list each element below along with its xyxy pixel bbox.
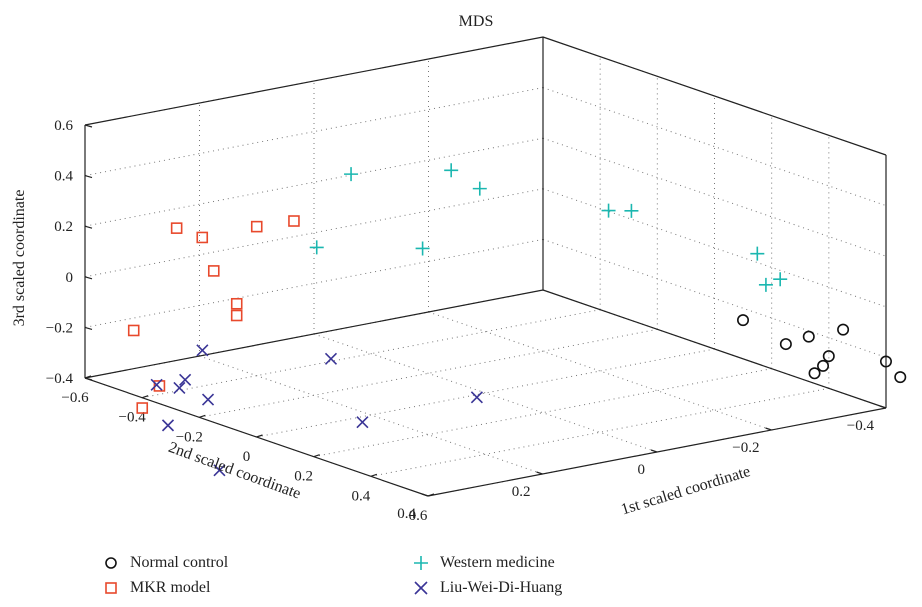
floor-gridline [428,311,772,431]
grid-layer [84,36,887,497]
y-tick-label: −0.2 [732,440,759,456]
circle-marker [894,371,907,384]
x-tick-mark [370,473,378,477]
floor-gridline [256,348,715,438]
back-wall-gridline [542,188,887,308]
square-marker [230,309,243,322]
chart-title: MDS [459,13,494,30]
square-marker [230,297,243,310]
circle-marker [837,323,850,336]
back-wall-gridline [542,137,887,257]
left-wall-gridline [84,87,544,177]
y-tick-mark [765,427,772,431]
circle-marker [808,367,821,380]
y-axis-label: 2nd scaled coordinate [166,439,303,503]
x-marker [150,378,163,391]
tick-layer: −0.6−0.4−0.200.20.40.60.40.20−0.2−0.4−0.… [46,118,887,524]
square-marker [196,231,209,244]
x-marker [324,352,338,365]
circle-marker [822,350,835,363]
z-tick-mark [84,326,93,330]
x-tick-label: 0.6 [409,508,428,524]
z-tick-label: −0.4 [46,371,74,387]
square-marker [136,402,149,414]
y-tick-mark [536,471,543,475]
plus-marker [773,272,788,287]
x-tick-mark [141,395,149,399]
x-marker [356,416,369,429]
x-tick-mark [256,434,263,438]
circle-marker [802,330,815,343]
data-points [127,163,907,477]
box-edge [542,289,887,409]
z-tick-mark [84,225,93,229]
plus-marker [415,241,430,256]
x-tick-label: 0 [243,449,251,465]
x-marker [201,393,215,406]
plus-marker [344,167,359,182]
z-tick-mark [84,276,93,280]
plus-marker [758,277,773,292]
floor-gridline [199,355,543,475]
circle-marker [817,359,830,372]
floor-gridline [313,333,658,453]
circle-marker [879,355,892,368]
square-marker [250,220,263,233]
axes-box [84,36,887,497]
x-tick-label: −0.6 [61,390,89,406]
x-tick-mark [427,493,435,497]
y-tick-mark [879,405,887,409]
box-edge [542,36,887,156]
x-marker [173,381,186,394]
plus-marker [624,203,639,218]
square-marker [207,265,220,277]
back-wall-gridline [542,238,887,358]
back-wall-gridline [542,87,887,207]
z-tick-label: −0.2 [46,320,73,336]
x-tick-label: 0.2 [294,469,313,485]
y-tick-label: 0 [638,462,646,478]
square-marker [127,324,140,337]
z-axis-label: 3rd scaled coordinate [11,190,28,327]
circle-marker [779,338,792,351]
box-edge [84,289,544,379]
y-tick-mark [421,493,429,497]
x-tick-mark [313,454,320,458]
x-tick-mark [199,414,206,418]
z-tick-label: 0.2 [54,219,73,235]
circle-marker [737,314,750,327]
x-tick-label: −0.4 [119,410,147,426]
plus-marker [750,246,765,261]
z-tick-label: 0.6 [54,118,73,134]
z-tick-mark [84,124,93,128]
y-tick-label: 0.2 [512,484,531,500]
x-marker [470,391,483,404]
z-tick-label: 0 [66,270,74,286]
x-marker [213,464,226,477]
y-tick-label: 0.4 [397,506,416,522]
plus-marker [444,163,459,178]
x-tick-label: 0.4 [351,488,370,504]
square-marker [288,215,300,227]
x-marker [161,419,175,432]
x-tick-label: −0.2 [176,429,203,445]
y-tick-label: −0.4 [847,418,875,434]
z-tick-mark [84,377,93,381]
y-tick-mark [650,449,658,453]
x-marker [179,373,192,386]
square-marker [170,222,183,234]
plus-marker [472,181,487,196]
plus-marker [309,240,324,255]
z-tick-label: 0.4 [54,169,73,185]
x-marker [196,344,209,357]
box-edge [84,36,544,126]
plus-marker [601,203,616,218]
z-tick-mark [84,175,93,179]
